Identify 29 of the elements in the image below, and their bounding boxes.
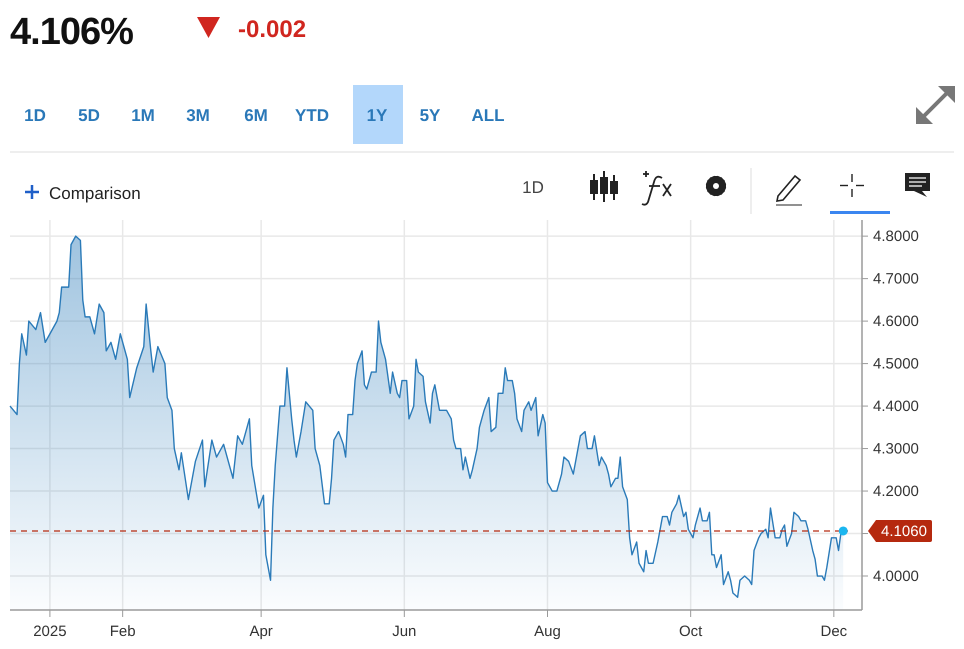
text: 3M: [186, 106, 210, 125]
ref-line-label: 4.1060: [881, 522, 927, 540]
y-tick-label: 4.5000: [873, 356, 919, 373]
chart-title: 4.106%: [10, 11, 134, 53]
x-tick-label: 2025: [33, 623, 67, 640]
x-tick-label: Aug: [534, 623, 561, 640]
y-tick-label: 4.6000: [873, 313, 919, 330]
x-tick-label: Feb: [110, 623, 136, 640]
y-tick-label: 4.4000: [873, 398, 919, 416]
y-tick-label: 4.0000: [873, 568, 919, 586]
x-tick-label: Apr: [249, 623, 273, 640]
y-tick-label: 4.7000: [873, 270, 919, 288]
x-tick-label: Dec: [820, 623, 848, 640]
x-tick-label: Oct: [678, 623, 704, 640]
chart-subtitle: -0.002: [238, 16, 306, 43]
text: 6M: [244, 106, 268, 125]
text: 5D: [78, 106, 100, 125]
text: Comparison: [49, 184, 141, 203]
y-tick-label: 4.3000: [873, 440, 919, 458]
text: 1D: [522, 178, 544, 197]
y-tick-label: 4.2000: [873, 483, 919, 500]
text: ALL: [471, 106, 505, 125]
text: 1D: [24, 106, 46, 125]
text: YTD: [295, 106, 329, 125]
x-tick-label: Jun: [392, 623, 416, 640]
y-tick-label: 4.8000: [873, 228, 919, 246]
text: 5Y: [420, 106, 442, 125]
text: 1M: [131, 106, 155, 125]
text: 1Y: [366, 106, 388, 125]
